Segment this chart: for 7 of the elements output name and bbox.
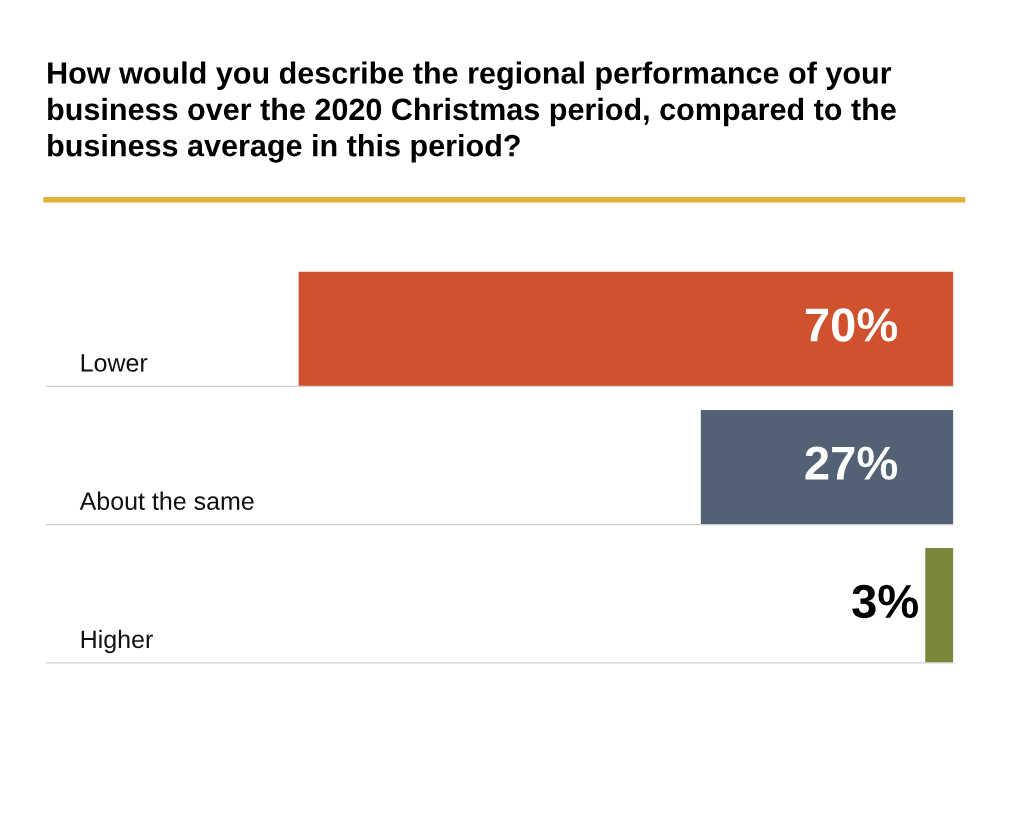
data-label: 3%	[852, 584, 919, 619]
y-tick-label: Higher	[81, 629, 153, 654]
data-label: 27%	[805, 446, 898, 480]
y-tick-label: Lower	[81, 354, 148, 372]
y-tick-label: About the same	[79, 491, 254, 510]
chart-title: How would you describe the regional performance of your business over the 2020 Christmas period, compared to the business average in this period?	[48, 61, 896, 163]
data-label: 70%	[805, 308, 898, 342]
